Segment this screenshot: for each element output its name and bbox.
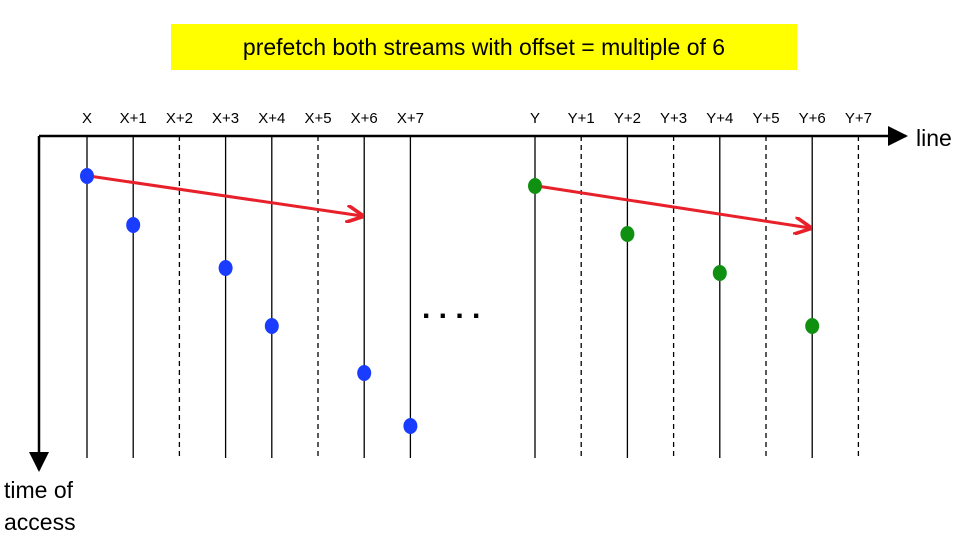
- line-label-y-1: Y+1: [568, 110, 595, 127]
- access-point-y-6: [805, 318, 820, 334]
- line-label-y-6: Y+6: [799, 110, 826, 127]
- y-axis-label-line: access: [4, 509, 76, 535]
- line-label-y-7: Y+7: [845, 110, 872, 127]
- line-label-y-2: Y+2: [614, 110, 641, 127]
- access-point-x-1: [126, 217, 141, 233]
- stream-x: X X+1 X+2 X+3 X+4 X+5 X+6 X+7: [80, 110, 424, 458]
- line-label-y-4: Y+4: [706, 110, 733, 127]
- line-label-x-5: X+5: [304, 110, 331, 127]
- line-label-x-7: X+7: [397, 110, 424, 127]
- line-label-x-2: X+2: [166, 110, 193, 127]
- line-label-y-0: Y: [530, 110, 540, 127]
- line-label-y-3: Y+3: [660, 110, 687, 127]
- y-axis-label-line: time of: [4, 477, 74, 503]
- access-point-y-4: [712, 265, 727, 281]
- access-point-x-4: [264, 318, 279, 334]
- line-label-x-6: X+6: [351, 110, 378, 127]
- ellipsis: . . . .: [422, 292, 480, 325]
- line-label-x-0: X: [82, 110, 92, 127]
- line-label-x-3: X+3: [212, 110, 239, 127]
- prefetch-arrow-x: [88, 174, 362, 216]
- stream-y: Y Y+1 Y+2 Y+3 Y+4 Y+5 Y+6 Y+7: [528, 110, 872, 458]
- prefetch-arrow-y: [536, 184, 810, 228]
- x-axis-label: line: [916, 125, 952, 151]
- access-point-y-0: [528, 178, 542, 194]
- line-label-x-4: X+4: [258, 110, 285, 127]
- line-label-y-5: Y+5: [752, 110, 779, 127]
- access-point-y-2: [620, 226, 635, 242]
- access-point-x-3: [218, 260, 233, 276]
- y-axis-label: time of access: [4, 477, 79, 535]
- access-point-x-0: [80, 168, 94, 184]
- access-point-x-6: [357, 365, 372, 381]
- access-point-x-7: [403, 418, 418, 434]
- title-banner: prefetch both streams with offset = mult…: [171, 24, 797, 70]
- line-label-x-1: X+1: [120, 110, 147, 127]
